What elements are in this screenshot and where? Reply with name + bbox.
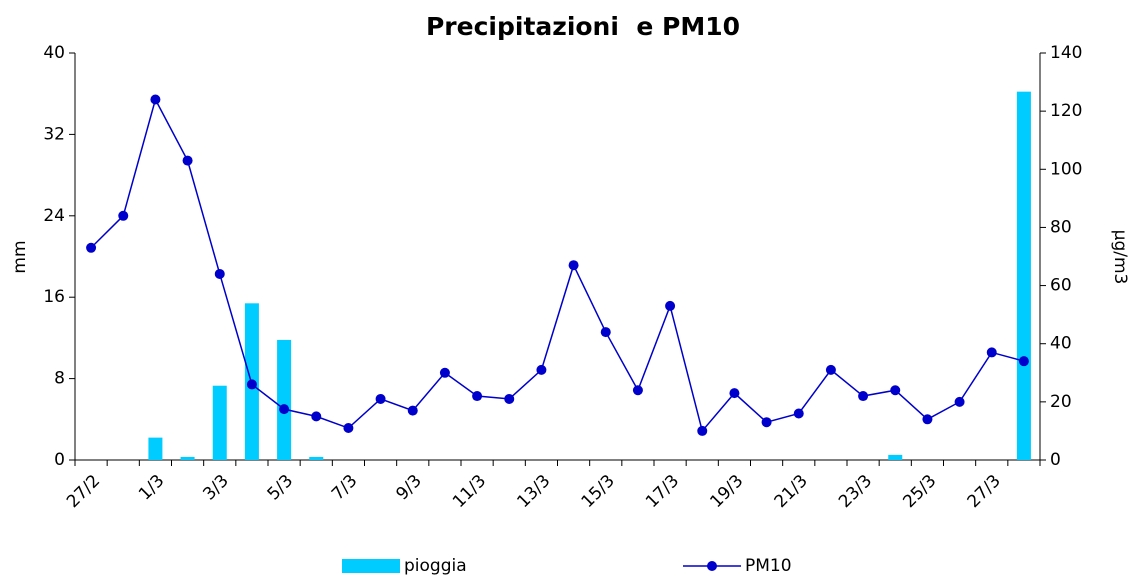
point — [182, 155, 193, 166]
y2-tick-label: 80 — [1050, 217, 1072, 237]
bar — [1016, 91, 1031, 460]
legend-swatch — [342, 559, 400, 573]
point — [954, 396, 965, 407]
point — [858, 391, 869, 402]
x-tick-label: 23/3 — [835, 471, 876, 512]
y2-tick-label: 120 — [1050, 101, 1082, 121]
point — [279, 404, 290, 415]
x-tick-label: 25/3 — [899, 471, 940, 512]
point — [343, 423, 354, 434]
y2-tick-label: 40 — [1050, 334, 1072, 354]
point — [504, 393, 515, 404]
point — [922, 414, 933, 425]
point — [118, 210, 129, 221]
y-tick-label: 0 — [54, 450, 65, 470]
point — [825, 364, 836, 375]
x-tick-label: 1/3 — [135, 471, 168, 504]
x-tick-label: 11/3 — [449, 471, 490, 512]
chart-title: Precipitazioni e PM10 — [426, 12, 740, 41]
y-tick-label: 32 — [43, 124, 65, 144]
legend-label: PM10 — [745, 556, 792, 576]
legend-swatch — [707, 561, 717, 571]
x-tick-label: 21/3 — [771, 471, 812, 512]
y-tick-label: 8 — [54, 369, 65, 389]
x-tick-label: 27/2 — [63, 471, 104, 512]
point — [439, 367, 450, 378]
y-tick-label: 24 — [43, 206, 65, 226]
point — [568, 260, 579, 271]
legend-label: pioggia — [404, 556, 467, 576]
point — [150, 94, 161, 105]
point — [407, 405, 418, 416]
point — [472, 391, 483, 402]
bar — [888, 454, 903, 460]
y-tick-label: 16 — [43, 287, 65, 307]
bar — [212, 385, 227, 460]
bar — [309, 456, 324, 460]
point — [697, 425, 708, 436]
point — [665, 300, 676, 311]
point — [761, 417, 772, 428]
y-tick-label: 40 — [43, 43, 65, 63]
bar — [277, 339, 292, 460]
point — [986, 347, 997, 358]
y2-tick-label: 0 — [1050, 450, 1061, 470]
point — [246, 379, 257, 390]
y2-tick-label: 20 — [1050, 392, 1072, 412]
x-tick-label: 15/3 — [578, 471, 619, 512]
point — [311, 411, 322, 422]
x-tick-label: 27/3 — [964, 471, 1005, 512]
point — [729, 388, 740, 399]
y2-axis-label: µg/m3 — [1110, 230, 1130, 285]
point — [536, 364, 547, 375]
line — [90, 97, 1025, 433]
point — [86, 242, 97, 253]
point — [632, 385, 643, 396]
x-tick-label: 3/3 — [199, 471, 232, 504]
point — [214, 268, 225, 279]
point — [890, 385, 901, 396]
point — [600, 327, 611, 338]
y-axis-label: mm — [10, 240, 30, 273]
x-tick-label: 19/3 — [706, 471, 747, 512]
point — [375, 393, 386, 404]
x-tick-label: 9/3 — [392, 471, 425, 504]
x-tick-label: 13/3 — [513, 471, 554, 512]
point — [793, 408, 804, 419]
x-tick-label: 5/3 — [264, 471, 297, 504]
y2-tick-label: 60 — [1050, 276, 1072, 296]
x-tick-label: 7/3 — [328, 471, 361, 504]
x-tick-label: 17/3 — [642, 471, 683, 512]
y2-tick-label: 100 — [1050, 159, 1082, 179]
bar — [148, 437, 163, 460]
point — [1018, 356, 1029, 367]
bar — [180, 456, 195, 460]
y2-tick-label: 140 — [1050, 43, 1082, 63]
